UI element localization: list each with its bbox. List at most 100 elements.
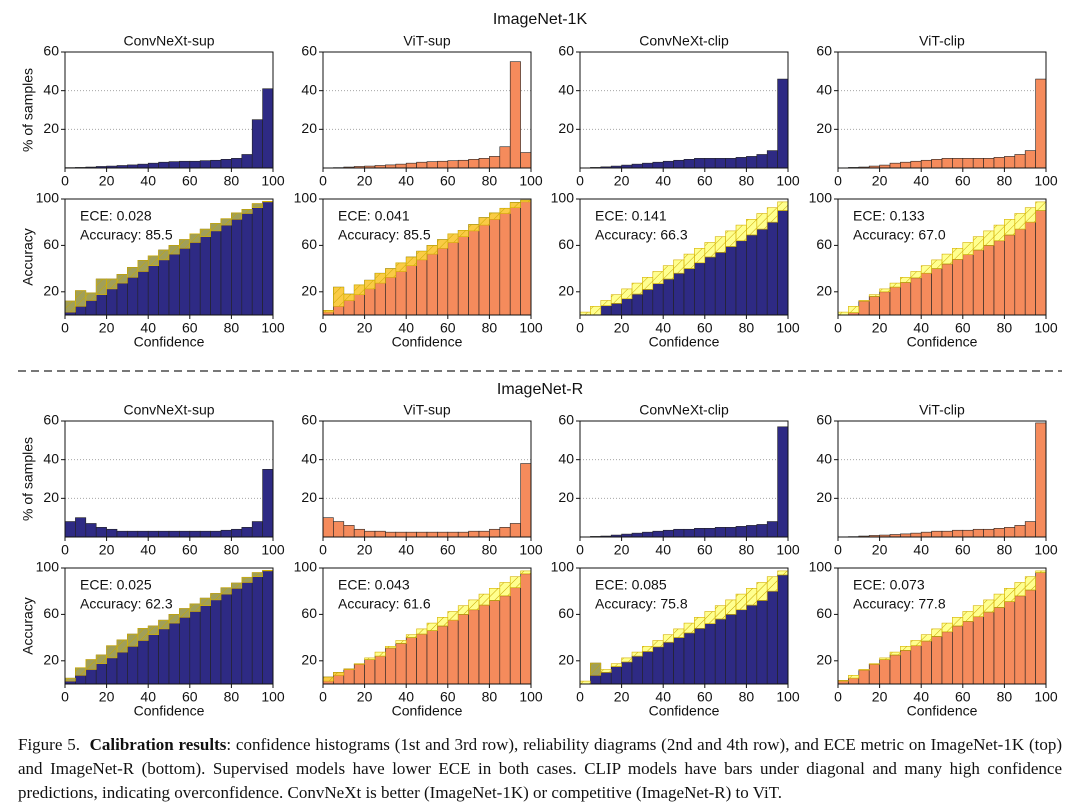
x-axis-label: Confidence xyxy=(649,334,720,350)
x-tick-label: 80 xyxy=(997,173,1013,189)
gap xyxy=(65,678,75,681)
gap xyxy=(848,306,858,312)
y-tick-label: 20 xyxy=(43,489,59,505)
bar xyxy=(396,643,406,684)
section-title: ImageNet-R xyxy=(497,381,583,398)
gap xyxy=(684,254,694,269)
y-tick-label: 20 xyxy=(301,489,317,505)
gap xyxy=(365,658,375,660)
bar xyxy=(900,650,910,684)
bar xyxy=(221,219,231,315)
bar xyxy=(726,527,736,537)
gap xyxy=(211,223,221,231)
gap xyxy=(778,202,788,211)
gap xyxy=(354,664,364,665)
bar xyxy=(489,529,499,537)
x-tick-label: 60 xyxy=(440,173,456,189)
gap xyxy=(1036,571,1046,573)
x-axis-label: Confidence xyxy=(134,334,205,350)
y-tick-label: 40 xyxy=(816,450,832,466)
x-tick-label: 20 xyxy=(357,689,373,705)
bar xyxy=(148,163,158,168)
bar xyxy=(767,591,777,684)
bar xyxy=(117,531,127,537)
bar xyxy=(200,161,210,168)
bar xyxy=(952,626,962,684)
bar xyxy=(911,533,921,537)
bar xyxy=(622,662,632,684)
chart-title: ViT-clip xyxy=(919,402,965,418)
bar xyxy=(890,655,900,684)
x-axis-label: Confidence xyxy=(134,703,205,719)
y-tick-label: 60 xyxy=(558,412,574,428)
gap xyxy=(911,272,921,278)
gap xyxy=(674,629,684,638)
gap xyxy=(252,573,262,577)
gap xyxy=(890,283,900,287)
bar xyxy=(642,163,652,168)
bar xyxy=(984,158,994,168)
gap xyxy=(107,646,117,658)
bar xyxy=(984,245,994,315)
bar xyxy=(726,247,736,315)
y-tick-label: 100 xyxy=(36,559,60,575)
chart-title: ConvNeXt-clip xyxy=(639,402,729,418)
gap xyxy=(221,588,231,594)
bar xyxy=(663,161,673,168)
annotation: ECE: 0.043 xyxy=(338,577,410,593)
gap xyxy=(1015,583,1025,596)
bar xyxy=(437,626,447,684)
x-tick-label: 20 xyxy=(357,542,373,558)
gap xyxy=(642,646,652,651)
bar xyxy=(715,527,725,537)
bar xyxy=(458,532,468,537)
bar xyxy=(190,161,200,168)
bar xyxy=(952,259,962,315)
y-tick-label: 20 xyxy=(301,283,317,299)
bar xyxy=(190,531,200,537)
bar xyxy=(211,594,221,684)
bar xyxy=(746,235,756,315)
gap xyxy=(231,213,241,219)
bar xyxy=(715,619,725,684)
gap xyxy=(521,571,531,574)
caption-bold: Calibration results xyxy=(90,735,227,754)
bar xyxy=(963,530,973,537)
bar xyxy=(211,160,221,168)
annotation: ECE: 0.028 xyxy=(80,208,152,224)
bar xyxy=(231,158,241,168)
gap xyxy=(521,200,531,202)
gap xyxy=(994,225,1004,241)
bar xyxy=(417,634,427,684)
y-tick-label: 60 xyxy=(816,236,832,252)
x-tick-label: 100 xyxy=(519,689,543,705)
y-axis-label: Accuracy xyxy=(20,597,36,655)
x-tick-label: 100 xyxy=(519,173,543,189)
bar xyxy=(767,522,777,537)
x-tick-label: 100 xyxy=(1034,689,1058,705)
bar xyxy=(684,159,694,168)
x-tick-label: 100 xyxy=(519,320,543,336)
chart-title: ConvNeXt-sup xyxy=(123,33,214,49)
y-tick-label: 60 xyxy=(43,236,59,252)
gap xyxy=(1025,208,1035,223)
bar xyxy=(179,609,189,684)
gap xyxy=(694,617,704,628)
y-tick-label: 40 xyxy=(558,450,574,466)
x-axis-label: Confidence xyxy=(907,334,978,350)
gap xyxy=(510,202,520,207)
x-tick-label: 20 xyxy=(872,689,888,705)
bar xyxy=(469,531,479,537)
bar xyxy=(1025,522,1035,537)
gap xyxy=(437,617,447,626)
annotation: Accuracy: 85.5 xyxy=(338,227,431,243)
bar xyxy=(385,532,395,537)
gap xyxy=(231,583,241,588)
bar xyxy=(726,614,736,684)
x-tick-label: 80 xyxy=(997,689,1013,705)
bar xyxy=(848,678,858,684)
y-tick-label: 40 xyxy=(816,81,832,97)
gap xyxy=(705,612,715,624)
gap xyxy=(344,669,354,670)
bar xyxy=(757,524,767,537)
